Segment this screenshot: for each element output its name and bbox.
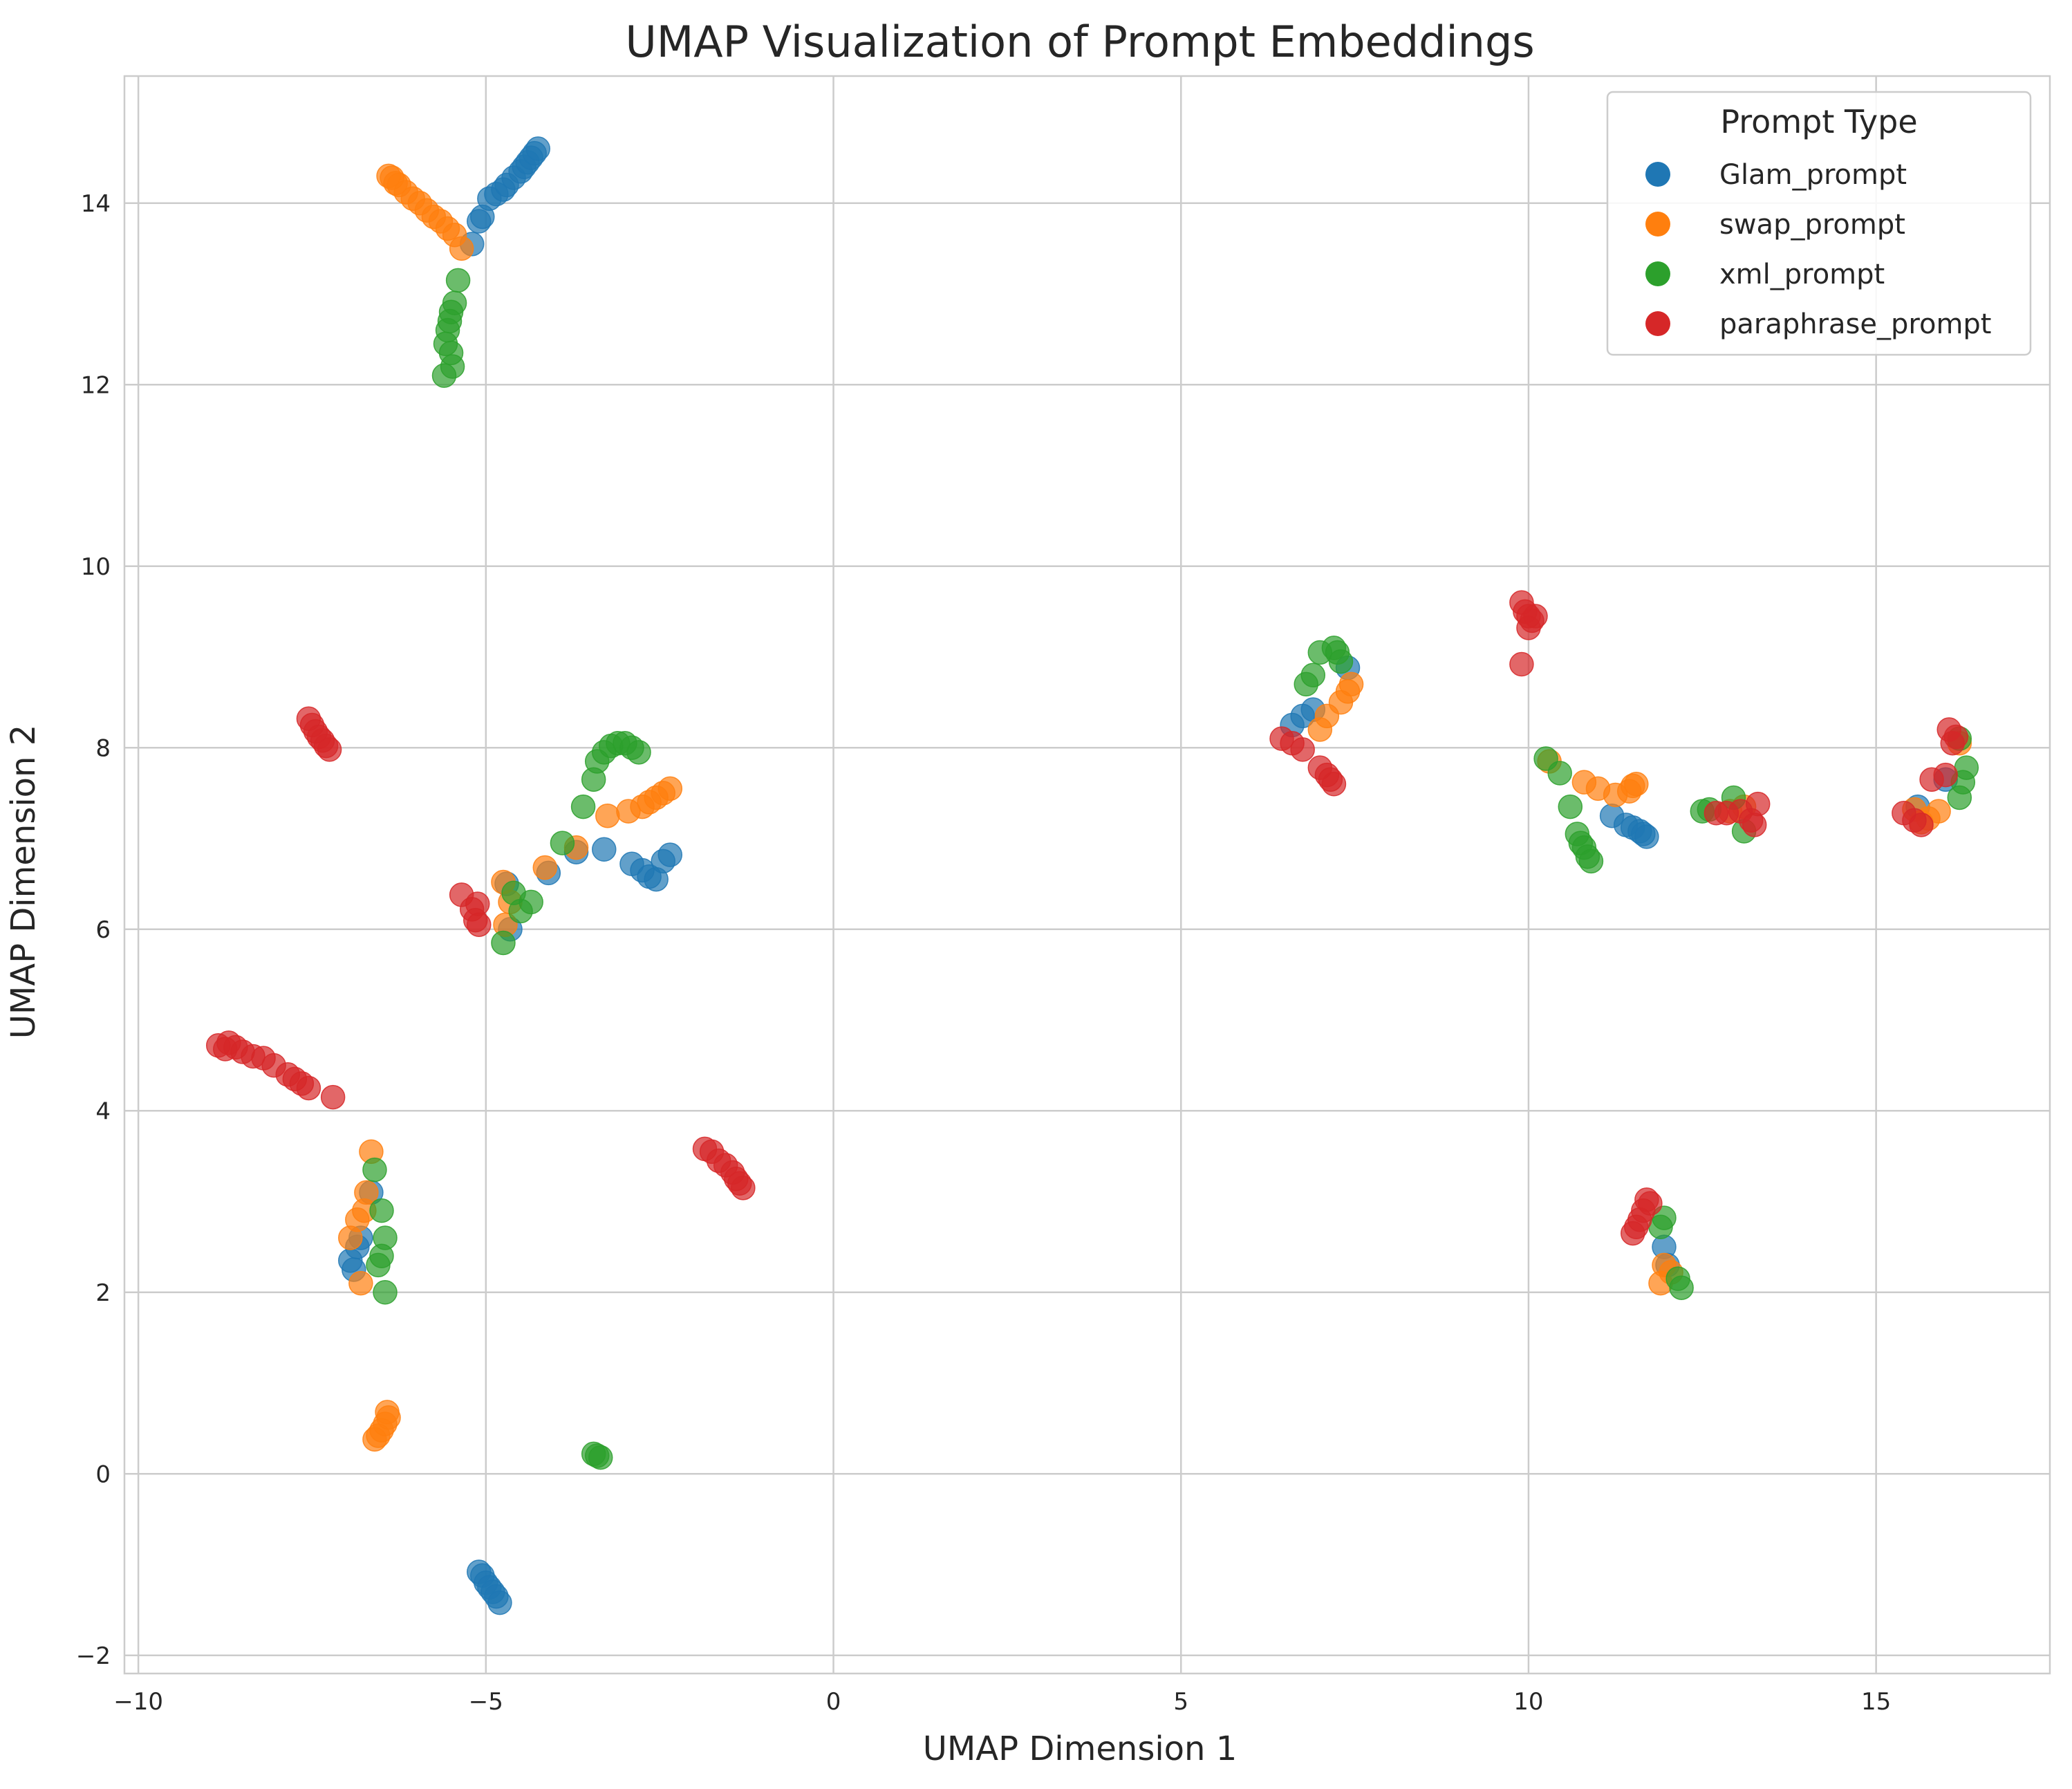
plot-frame	[123, 75, 2051, 1675]
data-point	[1516, 615, 1541, 640]
data-point	[1634, 824, 1659, 849]
data-point	[1638, 1191, 1663, 1216]
tick-labels: −10 −5 0 5 10 15 −2 0 2 4 6 8 10 12 14	[76, 190, 1891, 1716]
legend-title: Prompt Type	[1720, 103, 1917, 140]
y-tick-label: −2	[76, 1642, 111, 1670]
data-point	[348, 1270, 373, 1296]
y-tick-label: 8	[95, 734, 111, 762]
data-point	[467, 912, 492, 937]
data-point	[1933, 762, 1958, 788]
data-point	[465, 891, 490, 916]
data-point	[431, 363, 457, 388]
data-point	[550, 831, 575, 855]
data-point	[373, 1280, 398, 1305]
data-point	[588, 1445, 613, 1470]
data-point	[362, 1157, 387, 1183]
legend-marker	[1645, 261, 1670, 286]
data-point	[731, 1176, 756, 1201]
data-point	[1943, 724, 1969, 750]
data-points	[205, 136, 1979, 1615]
data-point	[1926, 799, 1951, 824]
data-point	[657, 776, 683, 801]
data-point	[296, 1075, 321, 1101]
data-point	[1578, 849, 1604, 874]
data-point	[1509, 651, 1534, 677]
legend-marker	[1645, 212, 1670, 237]
legend-label: swap_prompt	[1719, 209, 1905, 241]
data-point	[1909, 813, 1934, 837]
legend-marker	[1645, 162, 1670, 187]
data-point	[320, 1084, 346, 1110]
data-point	[491, 930, 516, 956]
legend-entries: Glam_prompt swap_prompt xml_prompt paraphra…	[1645, 159, 1991, 340]
x-axis-label: UMAP Dimension 1	[923, 1730, 1238, 1768]
legend-marker	[1645, 311, 1670, 336]
data-point	[317, 737, 342, 762]
x-tick-label: −10	[113, 1688, 163, 1716]
data-point	[570, 794, 596, 819]
legend-label: xml_prompt	[1719, 259, 1885, 290]
data-point	[657, 842, 683, 867]
data-point	[1321, 772, 1347, 797]
data-point	[1669, 1275, 1694, 1300]
data-point	[1290, 737, 1315, 762]
data-point	[591, 837, 617, 862]
data-point	[1338, 671, 1364, 697]
data-point	[626, 740, 651, 765]
data-point	[1745, 791, 1771, 817]
data-point	[1624, 772, 1649, 797]
series-paraphrase_prompt	[205, 590, 1969, 1246]
x-tick-label: −5	[469, 1688, 503, 1716]
y-tick-label: 14	[81, 190, 111, 218]
chart-title: UMAP Visualization of Prompt Embeddings	[625, 17, 1534, 67]
data-point	[525, 136, 550, 161]
data-point	[449, 236, 474, 261]
legend-label: paraphrase_prompt	[1719, 308, 1991, 340]
x-tick-label: 5	[1173, 1688, 1188, 1716]
data-point	[375, 1400, 400, 1425]
data-point	[445, 268, 471, 293]
data-point	[1558, 794, 1583, 819]
data-point	[595, 803, 620, 828]
y-axis-label: UMAP Dimension 2	[4, 725, 43, 1039]
data-point	[366, 1252, 391, 1278]
data-point	[519, 889, 543, 915]
data-point	[1300, 662, 1326, 687]
x-tick-label: 15	[1861, 1688, 1891, 1716]
y-tick-label: 10	[81, 553, 111, 581]
data-point	[532, 855, 558, 880]
legend-box	[1606, 91, 2032, 356]
legend-label: Glam_prompt	[1719, 159, 1907, 191]
data-point	[369, 1198, 394, 1223]
data-point	[1328, 649, 1354, 674]
data-point	[1954, 755, 1979, 780]
data-point	[487, 1590, 512, 1615]
x-tick-label: 0	[826, 1688, 841, 1716]
y-tick-label: 4	[95, 1097, 111, 1125]
y-tick-label: 0	[95, 1461, 111, 1488]
data-point	[1742, 813, 1767, 837]
legend: Prompt Type Glam_prompt swap_prompt xml_pr…	[1606, 91, 2032, 356]
y-tick-label: 12	[81, 371, 111, 399]
data-point	[354, 1180, 379, 1205]
data-point	[1547, 761, 1572, 786]
y-tick-label: 2	[95, 1279, 111, 1307]
y-tick-label: 6	[95, 916, 111, 944]
x-tick-label: 10	[1513, 1688, 1543, 1716]
series-xml_prompt	[362, 268, 1979, 1470]
